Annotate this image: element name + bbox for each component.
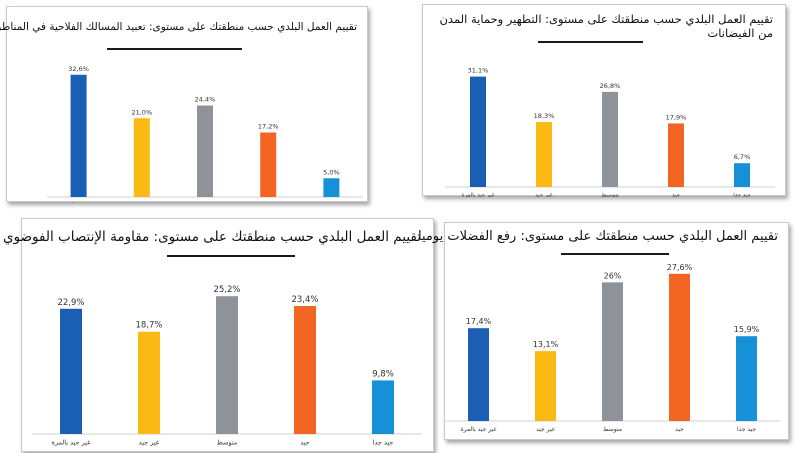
category-label: غير جيد بالمرة <box>461 426 497 433</box>
bar <box>138 331 160 434</box>
bar-value-label: 31,1% <box>468 67 489 75</box>
title-underline <box>561 253 669 255</box>
bar-chart: 17,4% غير جيد بالمرة 13,1% غير جيد 26% متوسط 2… <box>445 263 780 433</box>
chart-title: تقييم العمل البلدي حسب منطقتك على مستوى:… <box>418 229 778 244</box>
bar-value-label: 6,7% <box>734 153 751 161</box>
category-label: غير جيد <box>133 203 150 204</box>
bar <box>536 122 552 187</box>
bar <box>468 328 489 421</box>
title-underline <box>107 48 242 50</box>
chart-title: تقييم العمل البلدي حسب منطقتك على مستوى:… <box>439 12 773 40</box>
chart-title: تقييم العمل البلدي حسب منطقتك على مستوى:… <box>3 229 421 245</box>
chart-title: تقييم العمل البلدي حسب منطقتك على مستوى:… <box>0 21 357 33</box>
category-label: متوسط <box>601 193 618 198</box>
bar-value-label: 24,4% <box>195 96 216 104</box>
bar <box>216 296 238 434</box>
category-label: جيد <box>675 426 684 433</box>
bar-value-label: 22,9% <box>57 298 84 308</box>
bar <box>669 273 690 421</box>
category-label: جيد جدا <box>323 203 341 204</box>
bar <box>470 76 486 187</box>
bar-value-label: 21,0% <box>131 108 152 116</box>
category-label: غير جيد بالمرة <box>62 203 95 204</box>
category-label: جيد <box>264 203 272 204</box>
bar-value-label: 32,6% <box>68 65 89 73</box>
bar <box>535 351 556 421</box>
category-label: جيد جدا <box>373 439 394 447</box>
bar-value-label: 27,6% <box>667 263 693 272</box>
bar <box>197 105 213 197</box>
bar <box>668 123 684 187</box>
chart-panel-street-vending: تقييم العمل البلدي حسب منطقتك على مستوى:… <box>3 218 434 452</box>
chart-panel-flood-protection: تقييم العمل البلدي حسب منطقتك على مستوى:… <box>422 4 786 198</box>
bar-value-label: 23,4% <box>291 295 318 305</box>
bar <box>372 380 394 434</box>
bar <box>70 74 87 197</box>
bar-value-label: 18,7% <box>135 321 162 331</box>
bar <box>294 306 316 434</box>
bar-value-label: 17,4% <box>466 317 492 326</box>
bar-value-label: 5,0% <box>323 168 340 176</box>
bar-chart: 22,9% غير جيد بالمرة 18,7% غير جيد 25,2% متوس… <box>32 285 422 447</box>
bar <box>323 178 340 197</box>
category-label: جيد <box>672 193 680 198</box>
bar-value-label: 13,1% <box>533 340 559 349</box>
bar <box>602 91 618 187</box>
bar-value-label: 25,2% <box>213 285 240 295</box>
title-underline <box>167 255 295 257</box>
bar-value-label: 18,3% <box>534 112 555 120</box>
bar <box>602 282 623 421</box>
bar-chart: 31,1% غير جيد بالمرة 18,3% غير جيد 26,8% متوس… <box>445 67 775 198</box>
category-label: متوسط <box>603 426 622 433</box>
category-label: متوسط <box>217 439 237 447</box>
category-label: غير جيد بالمرة <box>462 193 495 198</box>
bar-value-label: 26% <box>604 271 622 280</box>
chart-panel-waste-collection: تقييم العمل البلدي حسب منطقتك على مستوى:… <box>418 222 789 440</box>
bar <box>734 163 750 187</box>
bar-value-label: 17,9% <box>666 113 687 121</box>
bar <box>133 118 150 197</box>
bar <box>260 132 277 197</box>
bar-chart: 32,6% غير جيد بالمرة 21,0% غير جيد 24,4% متوس… <box>47 65 363 204</box>
bar <box>60 308 82 434</box>
bar <box>736 336 757 421</box>
bar-value-label: 26,8% <box>600 82 621 90</box>
category-label: متوسط <box>196 203 213 204</box>
category-label: غير جيد <box>139 439 160 447</box>
bar-value-label: 17,2% <box>258 123 279 131</box>
category-label: غير جيد <box>536 426 555 433</box>
category-label: جيد جدا <box>737 426 756 433</box>
category-label: غير جيد بالمرة <box>52 439 92 447</box>
bar-value-label: 15,9% <box>734 325 760 334</box>
category-label: غير جيد <box>535 193 552 198</box>
title-underline <box>538 41 643 43</box>
bar-value-label: 9,8% <box>372 369 394 379</box>
category-label: جيد جدا <box>733 193 751 198</box>
category-label: جيد <box>300 439 309 447</box>
chart-panel-rural-roads: تقييم العمل البلدي حسب منطقتك على مستوى:… <box>0 6 368 204</box>
